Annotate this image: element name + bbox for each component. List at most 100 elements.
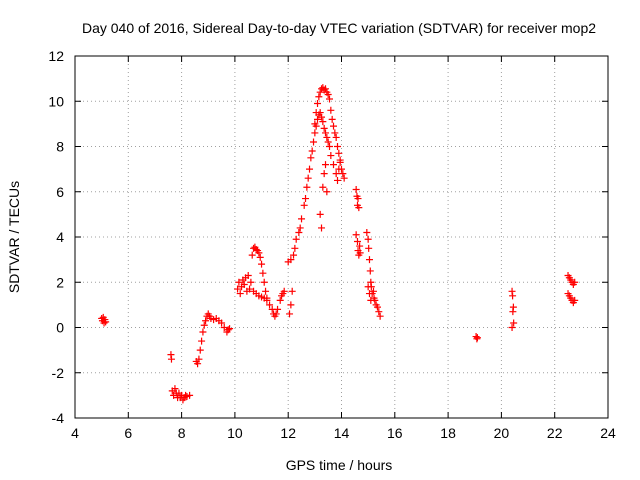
data-point	[314, 115, 322, 123]
data-point	[328, 115, 336, 123]
x-axis-label: GPS time / hours	[286, 457, 393, 473]
y-tick-label: 2	[56, 274, 64, 290]
data-point	[311, 120, 319, 128]
data-point	[286, 310, 294, 318]
data-point	[247, 278, 255, 286]
data-point	[300, 201, 308, 209]
data-point	[218, 319, 226, 327]
y-tick-label: 0	[56, 320, 64, 336]
data-point	[244, 271, 252, 279]
data-point	[322, 129, 330, 137]
data-point	[331, 129, 339, 137]
data-point	[258, 260, 266, 268]
data-point	[353, 238, 361, 246]
data-point	[314, 100, 322, 108]
data-point	[373, 303, 381, 311]
data-point	[324, 138, 332, 146]
y-axis-label: SDTVAR / TECUs	[6, 181, 22, 293]
data-point	[276, 296, 284, 304]
data-point	[318, 224, 326, 232]
data-point	[291, 244, 299, 252]
data-point	[510, 319, 518, 327]
data-point	[571, 296, 579, 304]
data-point	[226, 325, 234, 333]
x-tick-label: 18	[440, 425, 456, 441]
data-point	[288, 287, 296, 295]
data-point	[366, 267, 374, 275]
y-tick-label: -4	[52, 410, 65, 426]
data-point	[240, 281, 248, 289]
data-point	[302, 195, 310, 203]
x-tick-label: 12	[280, 425, 296, 441]
x-tick-label: 24	[600, 425, 616, 441]
data-point	[295, 228, 303, 236]
data-point	[364, 235, 372, 243]
data-point	[473, 334, 481, 342]
data-point	[235, 278, 243, 286]
data-point	[202, 317, 210, 325]
data-point	[298, 215, 306, 223]
data-point	[375, 308, 383, 316]
data-point	[369, 287, 377, 295]
data-point	[303, 183, 311, 191]
data-point	[255, 249, 263, 257]
y-tick-label: 12	[48, 48, 64, 64]
data-point	[315, 93, 323, 101]
data-point	[364, 283, 372, 291]
data-point	[200, 321, 208, 329]
data-point	[365, 244, 373, 252]
data-point	[356, 249, 364, 257]
data-points	[98, 84, 579, 404]
data-point	[199, 328, 207, 336]
data-point	[194, 360, 202, 368]
data-point	[195, 355, 203, 363]
data-point	[304, 174, 312, 182]
data-point	[292, 235, 300, 243]
data-point	[167, 355, 175, 363]
data-point	[287, 301, 295, 309]
data-point	[323, 188, 331, 196]
data-point	[248, 251, 256, 259]
data-point	[263, 296, 271, 304]
data-point	[338, 165, 345, 173]
y-tick-label: 8	[56, 139, 64, 155]
data-point	[236, 290, 244, 298]
data-point	[234, 285, 242, 293]
data-point	[220, 324, 228, 331]
x-tick-label: 14	[334, 425, 350, 441]
data-point	[322, 85, 330, 93]
data-point	[330, 122, 338, 130]
x-tick-label: 6	[124, 425, 132, 441]
y-tick-label: -2	[52, 365, 65, 381]
data-point	[509, 308, 517, 316]
y-tick-label: 4	[56, 229, 64, 245]
grid	[75, 56, 608, 418]
data-point	[319, 183, 327, 191]
data-point	[363, 228, 371, 236]
data-point	[310, 138, 318, 146]
data-point	[198, 337, 206, 345]
data-point	[259, 269, 267, 277]
data-point	[326, 143, 334, 150]
data-point	[367, 296, 375, 304]
data-point	[334, 143, 342, 150]
data-point	[311, 129, 319, 137]
x-tick-label: 16	[387, 425, 403, 441]
data-point	[340, 174, 348, 182]
data-point	[327, 152, 335, 160]
data-point	[339, 170, 347, 178]
data-point	[171, 385, 179, 393]
data-point	[196, 346, 204, 354]
data-point	[332, 170, 340, 178]
data-point	[336, 158, 344, 166]
data-point	[316, 88, 324, 96]
data-point	[508, 324, 516, 331]
data-point	[102, 318, 110, 326]
data-point	[272, 310, 280, 318]
data-point	[100, 319, 108, 327]
data-point	[280, 287, 288, 295]
axis-ticks	[74, 55, 609, 419]
data-point	[319, 118, 327, 126]
data-point	[316, 210, 324, 218]
